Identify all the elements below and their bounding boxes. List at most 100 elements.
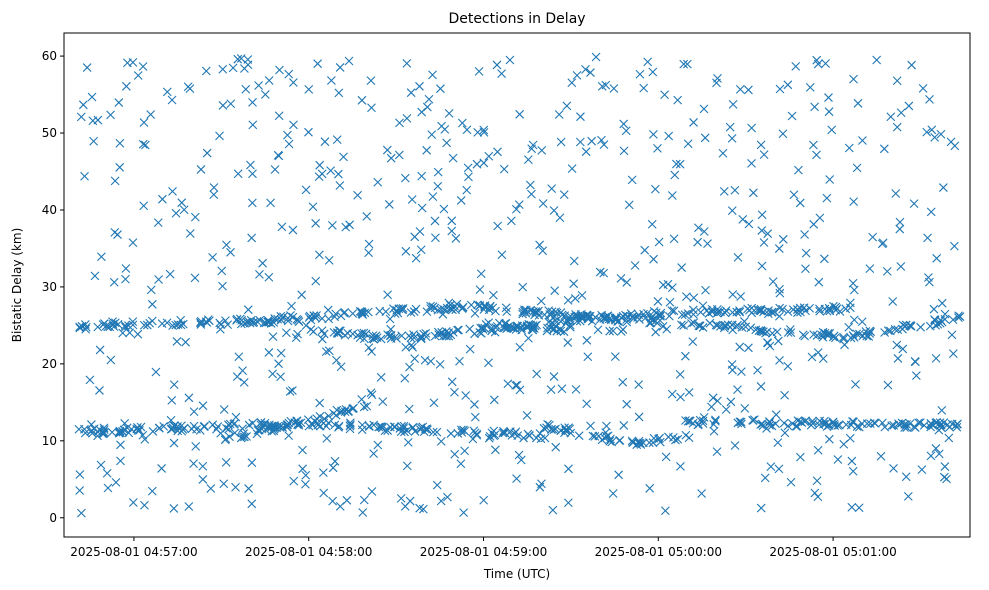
y-axis-ticks: 0 10 20 30 40 50 60 xyxy=(42,49,64,525)
data-point xyxy=(689,118,698,127)
data-point xyxy=(528,325,538,335)
data-point xyxy=(196,320,206,329)
data-point xyxy=(547,184,557,193)
data-point xyxy=(698,301,708,311)
data-point xyxy=(422,145,432,155)
data-point xyxy=(844,322,854,332)
data-point xyxy=(648,67,658,77)
data-point xyxy=(892,76,902,86)
data-point xyxy=(622,399,632,409)
data-point xyxy=(264,272,274,282)
data-point xyxy=(109,277,119,287)
data-point xyxy=(649,254,658,264)
data-point xyxy=(98,429,108,439)
data-point xyxy=(515,109,525,119)
data-point xyxy=(115,427,125,437)
data-point xyxy=(865,326,875,336)
data-point xyxy=(503,379,513,389)
data-point xyxy=(927,125,937,135)
data-point xyxy=(848,331,858,340)
data-point xyxy=(484,318,494,328)
data-point xyxy=(369,449,379,458)
data-point xyxy=(792,421,802,431)
data-point xyxy=(444,108,454,118)
data-point xyxy=(294,317,304,327)
data-point xyxy=(172,337,182,346)
data-point xyxy=(521,308,531,318)
data-point xyxy=(497,69,506,79)
data-point xyxy=(818,332,828,342)
data-point xyxy=(950,141,960,151)
data-point xyxy=(664,432,673,442)
data-point xyxy=(416,423,426,433)
data-point xyxy=(74,424,84,434)
data-point xyxy=(406,88,416,98)
data-point xyxy=(103,483,113,493)
data-point xyxy=(246,160,255,170)
data-point xyxy=(840,340,849,350)
data-point xyxy=(933,319,943,329)
data-point xyxy=(284,69,294,79)
data-point xyxy=(735,84,745,94)
data-point xyxy=(277,222,287,232)
data-point xyxy=(312,311,321,320)
data-point xyxy=(634,412,644,422)
data-point xyxy=(733,253,743,262)
data-point xyxy=(630,261,640,270)
data-point xyxy=(571,385,581,394)
data-point xyxy=(185,84,195,94)
data-point xyxy=(757,226,767,235)
data-point xyxy=(664,131,674,141)
data-point xyxy=(395,118,404,128)
data-point xyxy=(381,307,391,317)
data-point xyxy=(891,189,901,198)
data-point xyxy=(655,315,665,325)
data-point xyxy=(206,484,216,493)
data-point xyxy=(848,417,857,426)
data-point xyxy=(532,369,542,379)
data-point xyxy=(494,318,504,328)
data-point xyxy=(699,227,709,236)
data-point xyxy=(757,261,767,271)
data-point xyxy=(416,333,426,343)
data-point xyxy=(563,338,573,347)
data-point xyxy=(450,449,460,459)
data-point xyxy=(712,321,722,330)
data-point xyxy=(416,334,426,344)
data-point xyxy=(796,417,805,427)
data-point xyxy=(823,328,833,338)
data-point xyxy=(407,340,416,350)
data-point xyxy=(89,136,98,146)
data-point xyxy=(373,440,383,450)
y-tick-label: 60 xyxy=(42,49,57,63)
data-point xyxy=(775,356,784,365)
data-point xyxy=(517,323,526,333)
data-point xyxy=(563,498,573,508)
data-point xyxy=(684,433,694,443)
data-point xyxy=(925,94,934,104)
data-point xyxy=(709,426,719,436)
data-point xyxy=(619,421,629,430)
data-point xyxy=(291,333,301,343)
data-point xyxy=(645,483,655,493)
data-point xyxy=(918,83,928,93)
data-point xyxy=(936,315,946,325)
data-point xyxy=(367,390,377,400)
data-point xyxy=(673,434,683,444)
data-point xyxy=(634,380,644,390)
data-point xyxy=(929,304,939,314)
data-point xyxy=(700,133,710,143)
data-point xyxy=(937,298,947,308)
data-point xyxy=(535,482,545,492)
data-point xyxy=(118,328,128,338)
data-point xyxy=(849,197,859,207)
data-point xyxy=(468,434,478,444)
data-point xyxy=(594,431,604,441)
data-point xyxy=(213,422,223,431)
data-point xyxy=(788,419,797,428)
data-point xyxy=(639,83,649,93)
data-point xyxy=(140,435,150,444)
data-point xyxy=(513,431,523,441)
data-point xyxy=(703,239,712,248)
